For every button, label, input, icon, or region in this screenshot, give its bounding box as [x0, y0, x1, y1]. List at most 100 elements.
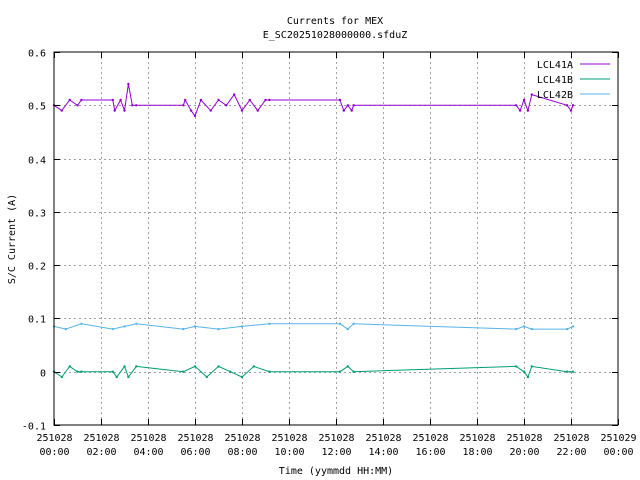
y-tick-label: 0.6: [28, 49, 46, 60]
x-tick-label-time: 00:00: [39, 447, 69, 458]
data-point-lcl42b: [80, 322, 83, 325]
legend-label-lcl42b: LCL42B: [537, 90, 573, 101]
data-point-lcl41b: [123, 365, 126, 368]
y-tick-label: 0: [40, 369, 46, 380]
data-point-lcl41b: [76, 370, 79, 373]
data-point-lcl41a: [342, 109, 345, 112]
data-point-lcl42b: [571, 325, 575, 328]
data-point-lcl41a: [571, 104, 575, 107]
y-tick-label: 0.1: [28, 315, 46, 326]
data-point-lcl41a: [217, 98, 220, 102]
data-point-lcl41b: [111, 370, 115, 373]
data-point-lcl41a: [522, 98, 526, 102]
data-point-lcl42b: [530, 327, 533, 331]
data-point-lcl41a: [123, 109, 126, 112]
data-point-lcl41b: [135, 365, 138, 368]
data-point-lcl41a: [233, 93, 236, 96]
series-line-lcl42b: [53, 323, 574, 330]
data-point-lcl41b: [182, 370, 185, 373]
data-point-lcl41b: [571, 370, 575, 373]
x-tick-label-time: 04:00: [133, 447, 163, 458]
x-tick-label-date: 251028: [36, 433, 72, 444]
x-tick-label-date: 251028: [553, 433, 589, 444]
data-point-lcl41a: [111, 98, 115, 102]
data-point-lcl41a: [248, 98, 251, 102]
data-point-lcl41b: [80, 370, 83, 373]
data-point-lcl42b: [522, 325, 526, 328]
x-tick-label-date: 251028: [459, 433, 495, 444]
data-point-lcl41b: [229, 370, 232, 373]
grid-layer: [54, 52, 618, 425]
data-point-lcl42b: [111, 327, 115, 331]
data-point-lcl41b: [115, 375, 118, 379]
x-tick-label-date: 251028: [271, 433, 307, 444]
x-tick-label-date: 251028: [177, 433, 213, 444]
data-point-lcl42b: [217, 327, 220, 331]
data-point-lcl41a: [131, 104, 134, 107]
data-point-lcl41b: [193, 365, 197, 368]
data-point-lcl41a: [225, 104, 228, 107]
data-point-lcl41b: [352, 370, 355, 373]
data-point-lcl41a: [268, 98, 271, 102]
data-point-lcl41a: [76, 104, 79, 107]
data-point-lcl41a: [530, 93, 533, 96]
x-tick-label-time: 14:00: [368, 447, 398, 458]
data-point-lcl41b: [338, 370, 342, 373]
data-point-lcl41a: [569, 109, 573, 112]
x-tick-label-date: 251028: [224, 433, 260, 444]
data-point-lcl41b: [127, 375, 130, 379]
x-tick-label-date: 251028: [130, 433, 166, 444]
data-point-lcl41b: [526, 375, 530, 379]
data-point-lcl41a: [184, 98, 187, 102]
x-tick-label-time: 20:00: [509, 447, 539, 458]
data-point-lcl41a: [526, 109, 530, 112]
data-point-lcl41b: [268, 370, 271, 373]
x-axis-label: Time (yymmdd HH:MM): [279, 466, 393, 477]
data-point-lcl42b: [240, 325, 244, 328]
data-point-lcl42b: [352, 322, 355, 325]
data-point-lcl41a: [119, 98, 122, 102]
data-point-lcl41a: [515, 104, 518, 107]
data-point-lcl41a: [209, 109, 212, 112]
series-layer: [52, 82, 575, 379]
data-point-lcl42b: [182, 327, 185, 331]
data-point-lcl41b: [530, 365, 533, 368]
data-point-lcl41a: [338, 98, 342, 102]
y-tick-label: 0.4: [28, 156, 46, 167]
data-point-lcl41b: [217, 365, 220, 368]
x-tick-label-time: 02:00: [86, 447, 116, 458]
data-point-lcl42b: [346, 327, 349, 331]
data-point-lcl41a: [189, 109, 193, 112]
x-tick-label-time: 06:00: [180, 447, 210, 458]
data-point-lcl42b: [135, 322, 138, 325]
data-point-lcl41b: [565, 370, 569, 373]
legend: LCL41A LCL41B LCL42B: [537, 60, 610, 101]
data-point-lcl41b: [240, 375, 244, 379]
data-point-lcl41b: [522, 370, 526, 373]
data-point-lcl41a: [182, 104, 185, 107]
data-point-lcl41a: [565, 104, 569, 107]
chart-title: Currents for MEX: [287, 16, 383, 27]
y-axis-label: S/C Current (A): [7, 194, 18, 284]
x-tick-label-date: 251028: [365, 433, 401, 444]
data-point-lcl41a: [135, 104, 138, 107]
x-tick-label-time: 16:00: [415, 447, 445, 458]
series-line-lcl41b: [53, 365, 573, 379]
data-point-lcl41a: [256, 109, 259, 112]
data-point-lcl41a: [199, 98, 203, 102]
legend-label-lcl41a: LCL41A: [537, 60, 573, 71]
data-point-lcl42b: [515, 327, 518, 331]
x-tick-label-time: 12:00: [321, 447, 351, 458]
x-tick-label-time: 18:00: [462, 447, 492, 458]
data-point-lcl41a: [80, 98, 83, 102]
data-point-lcl41a: [68, 98, 71, 102]
x-tick-label-time: 00:00: [603, 447, 633, 458]
data-point-lcl41a: [352, 104, 355, 107]
x-tick-label-time: 10:00: [274, 447, 304, 458]
data-point-lcl41a: [346, 104, 349, 107]
data-point-lcl41b: [60, 375, 63, 379]
chart-subtitle: E_SC20251028000000.sfduZ: [263, 30, 408, 41]
x-tick-label-time: 08:00: [227, 447, 257, 458]
data-point-lcl42b: [193, 325, 197, 328]
